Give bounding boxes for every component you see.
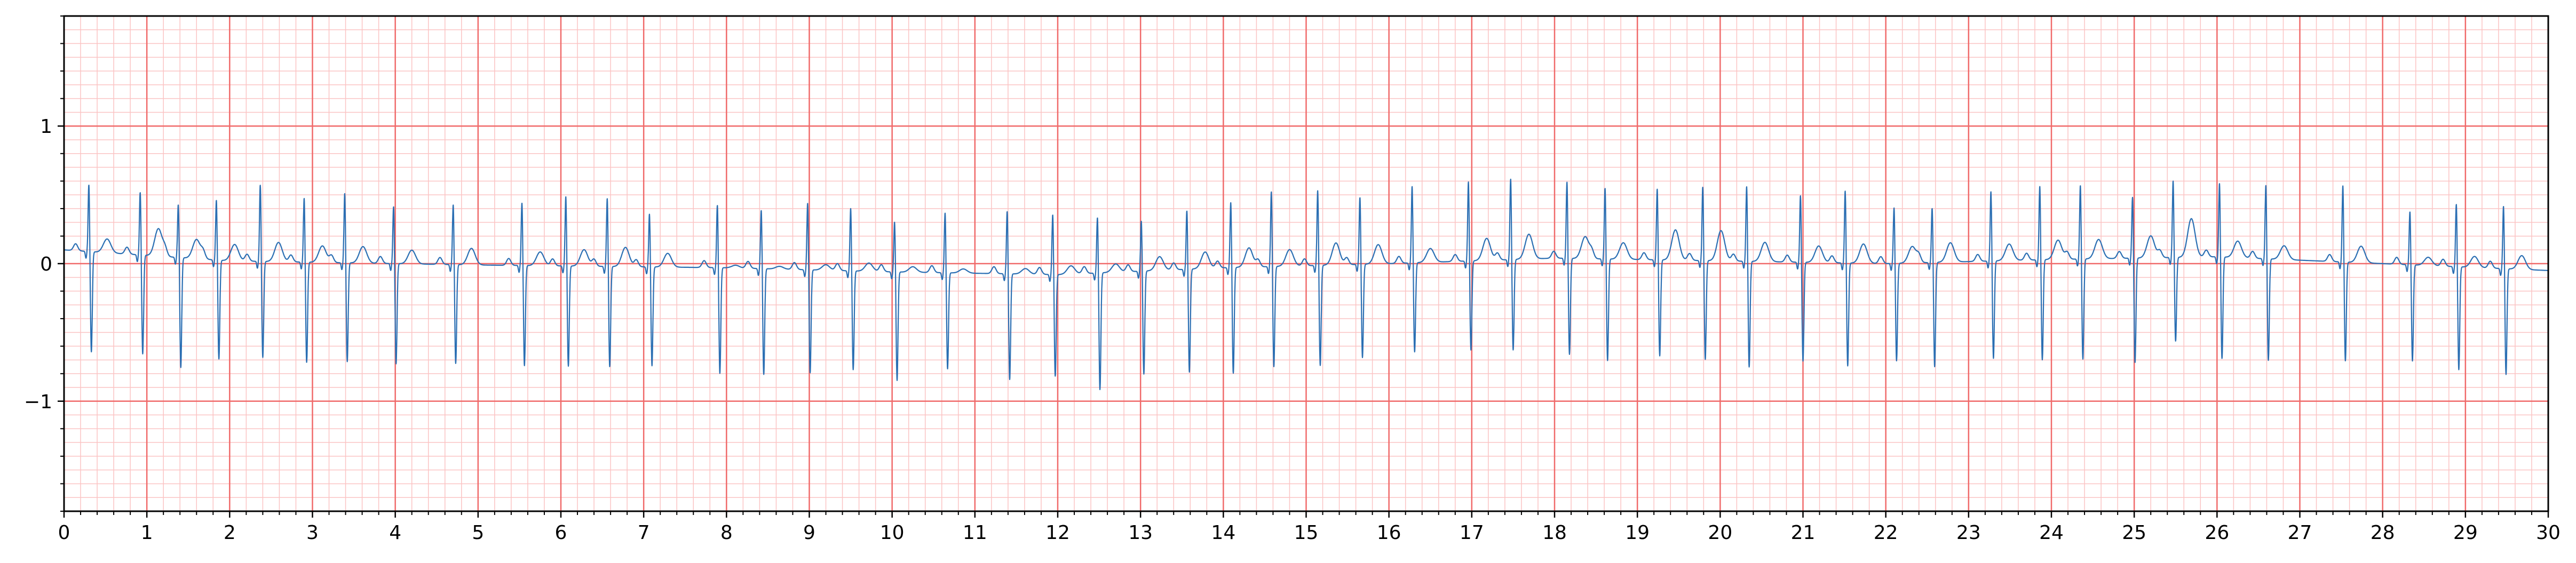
- x-tick-label: 23: [1956, 522, 1981, 544]
- x-tick-label: 18: [1542, 522, 1567, 544]
- x-tick-label: 26: [2205, 522, 2229, 544]
- x-tick-label: 20: [1708, 522, 1732, 544]
- x-tick-label: 4: [389, 522, 401, 544]
- x-tick-label: 3: [306, 522, 319, 544]
- x-tick-label: 1: [141, 522, 153, 544]
- axes: 0 1 2 3 4 5 6 7 8 9 10 11 12 13 14 15 16 17 18 19 20 21 22 23 24…: [24, 15, 2561, 544]
- ecg-trace-line: [64, 178, 2549, 391]
- y-tick-label: −1: [24, 391, 52, 413]
- x-tick-label: 14: [1211, 522, 1235, 544]
- y-tick-label: 1: [40, 116, 52, 138]
- x-tick-label: 25: [2122, 522, 2146, 544]
- y-tick-label: 0: [40, 253, 52, 275]
- x-tick-label: 0: [58, 522, 70, 544]
- x-tick-label: 29: [2453, 522, 2478, 544]
- x-tick-label: 11: [963, 522, 987, 544]
- x-tick-label: 9: [803, 522, 815, 544]
- x-tick-label: 12: [1045, 522, 1070, 544]
- x-tick-label: 10: [880, 522, 905, 544]
- x-tick-label: 27: [2288, 522, 2312, 544]
- x-tick-label: 13: [1128, 522, 1153, 544]
- x-tick-label: 8: [720, 522, 733, 544]
- x-tick-label: 19: [1625, 522, 1650, 544]
- x-tick-label: 22: [1874, 522, 1898, 544]
- x-tick-label: 24: [2039, 522, 2064, 544]
- x-tick-label: 6: [555, 522, 567, 544]
- x-tick-label: 5: [472, 522, 484, 544]
- x-tick-label: 16: [1377, 522, 1401, 544]
- x-tick-label: 28: [2371, 522, 2395, 544]
- x-tick-label: 15: [1294, 522, 1319, 544]
- ecg-trace-layer: [64, 178, 2549, 391]
- x-tick-label: 17: [1460, 522, 1484, 544]
- x-tick-label: 21: [1791, 522, 1816, 544]
- x-tick-label: 30: [2536, 522, 2561, 544]
- x-tick-label: 7: [638, 522, 650, 544]
- x-tick-label: 2: [224, 522, 236, 544]
